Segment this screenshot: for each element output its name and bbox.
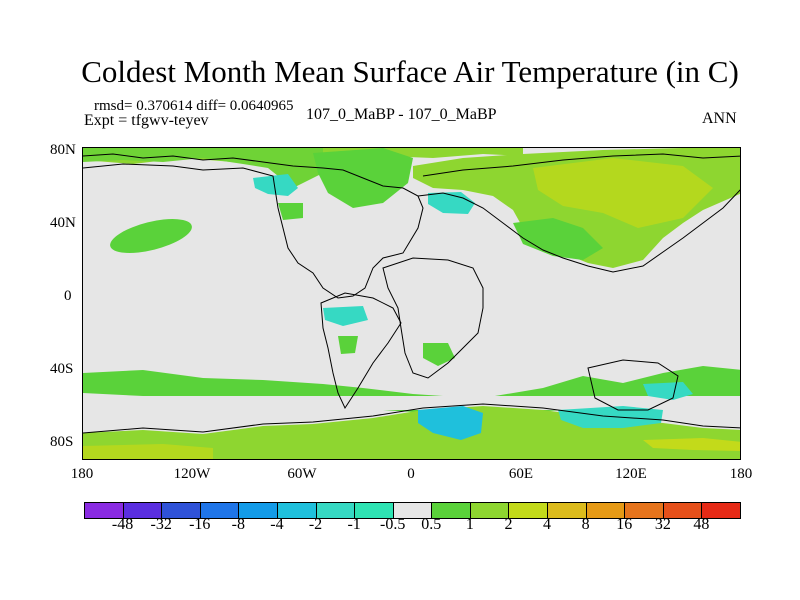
- legend-tick-label: -32: [150, 516, 172, 533]
- anomaly-region-southern-ocean: [83, 396, 740, 410]
- y-tick-label: 40N: [50, 215, 76, 231]
- y-tick-label: 80S: [50, 434, 74, 450]
- legend-tick-label: 2: [504, 516, 513, 533]
- x-tick-label: 0: [407, 466, 415, 482]
- legend-tick-label: 0.5: [421, 516, 442, 533]
- anomaly-region-nw-atlantic: [253, 174, 298, 196]
- stats-text: rmsd= 0.370614 diff= 0.0640965: [94, 98, 294, 114]
- anomaly-region-tropical-atlantic: [323, 306, 368, 326]
- x-tick-label: 180: [70, 466, 94, 482]
- map-svg: [83, 148, 740, 459]
- anomaly-region-siberia: [533, 158, 713, 228]
- legend-tick-label: 32: [654, 516, 671, 533]
- x-tick-label: 120E: [615, 466, 647, 482]
- legend-tick-label: -0.5: [380, 516, 406, 533]
- legend-tick-label: -16: [189, 516, 211, 533]
- legend-colorbar: [84, 502, 741, 519]
- y-tick-label: 40S: [50, 361, 74, 377]
- legend-tick-label: -2: [308, 516, 323, 533]
- legend-tick-label: -4: [270, 516, 284, 533]
- legend-tick-label: -8: [231, 516, 245, 533]
- legend-tick-label: 4: [543, 516, 552, 533]
- x-tick-label: 60W: [287, 466, 317, 482]
- legend-tick-label: 48: [693, 516, 710, 533]
- coastline-africa: [382, 257, 484, 379]
- anomaly-region-antarctic-west: [83, 444, 213, 459]
- anomaly-region-tropical-africa: [423, 343, 455, 366]
- season-label: ANN: [702, 110, 737, 127]
- map-plot-area: [82, 147, 741, 460]
- x-tick-label: 60E: [508, 466, 534, 482]
- coastline-australia: [587, 359, 679, 411]
- coastline-north-america: [83, 153, 424, 299]
- legend-tick-label: 16: [616, 516, 633, 533]
- anomaly-region-mid-atlantic: [428, 192, 475, 214]
- chart-title: Coldest Month Mean Surface Air Temperatu…: [81, 54, 739, 89]
- y-tick-label: 80N: [50, 142, 76, 158]
- legend-tick-label: -1: [347, 516, 361, 533]
- expt-text: Expt = tfgwv-teyev: [84, 112, 209, 129]
- x-tick-label: 120W: [173, 466, 211, 482]
- coastline-eurasia: [417, 153, 740, 273]
- y-tick-label: 0: [64, 288, 72, 304]
- legend-color-box: [701, 502, 741, 519]
- anomaly-region-south-atlantic-cold: [418, 406, 483, 440]
- anomaly-region-north-pacific: [110, 219, 192, 253]
- legend-tick-label: 1: [465, 516, 474, 533]
- anomaly-region-atlantic-small: [278, 203, 303, 220]
- legend-tick-label: 8: [581, 516, 590, 533]
- anomaly-region-ross-cold: [643, 382, 693, 400]
- comparison-text: 107_0_MaBP - 107_0_MaBP: [306, 106, 497, 123]
- coastline-south-america: [320, 292, 402, 410]
- anomaly-region-south-america: [338, 336, 358, 354]
- coastline-antarctica: [83, 403, 740, 434]
- anomaly-region-antarctic-warm: [643, 438, 740, 451]
- anomaly-region-asia-south: [513, 218, 603, 260]
- x-tick-label: 180: [729, 466, 753, 482]
- legend-tick-label: -48: [111, 516, 134, 533]
